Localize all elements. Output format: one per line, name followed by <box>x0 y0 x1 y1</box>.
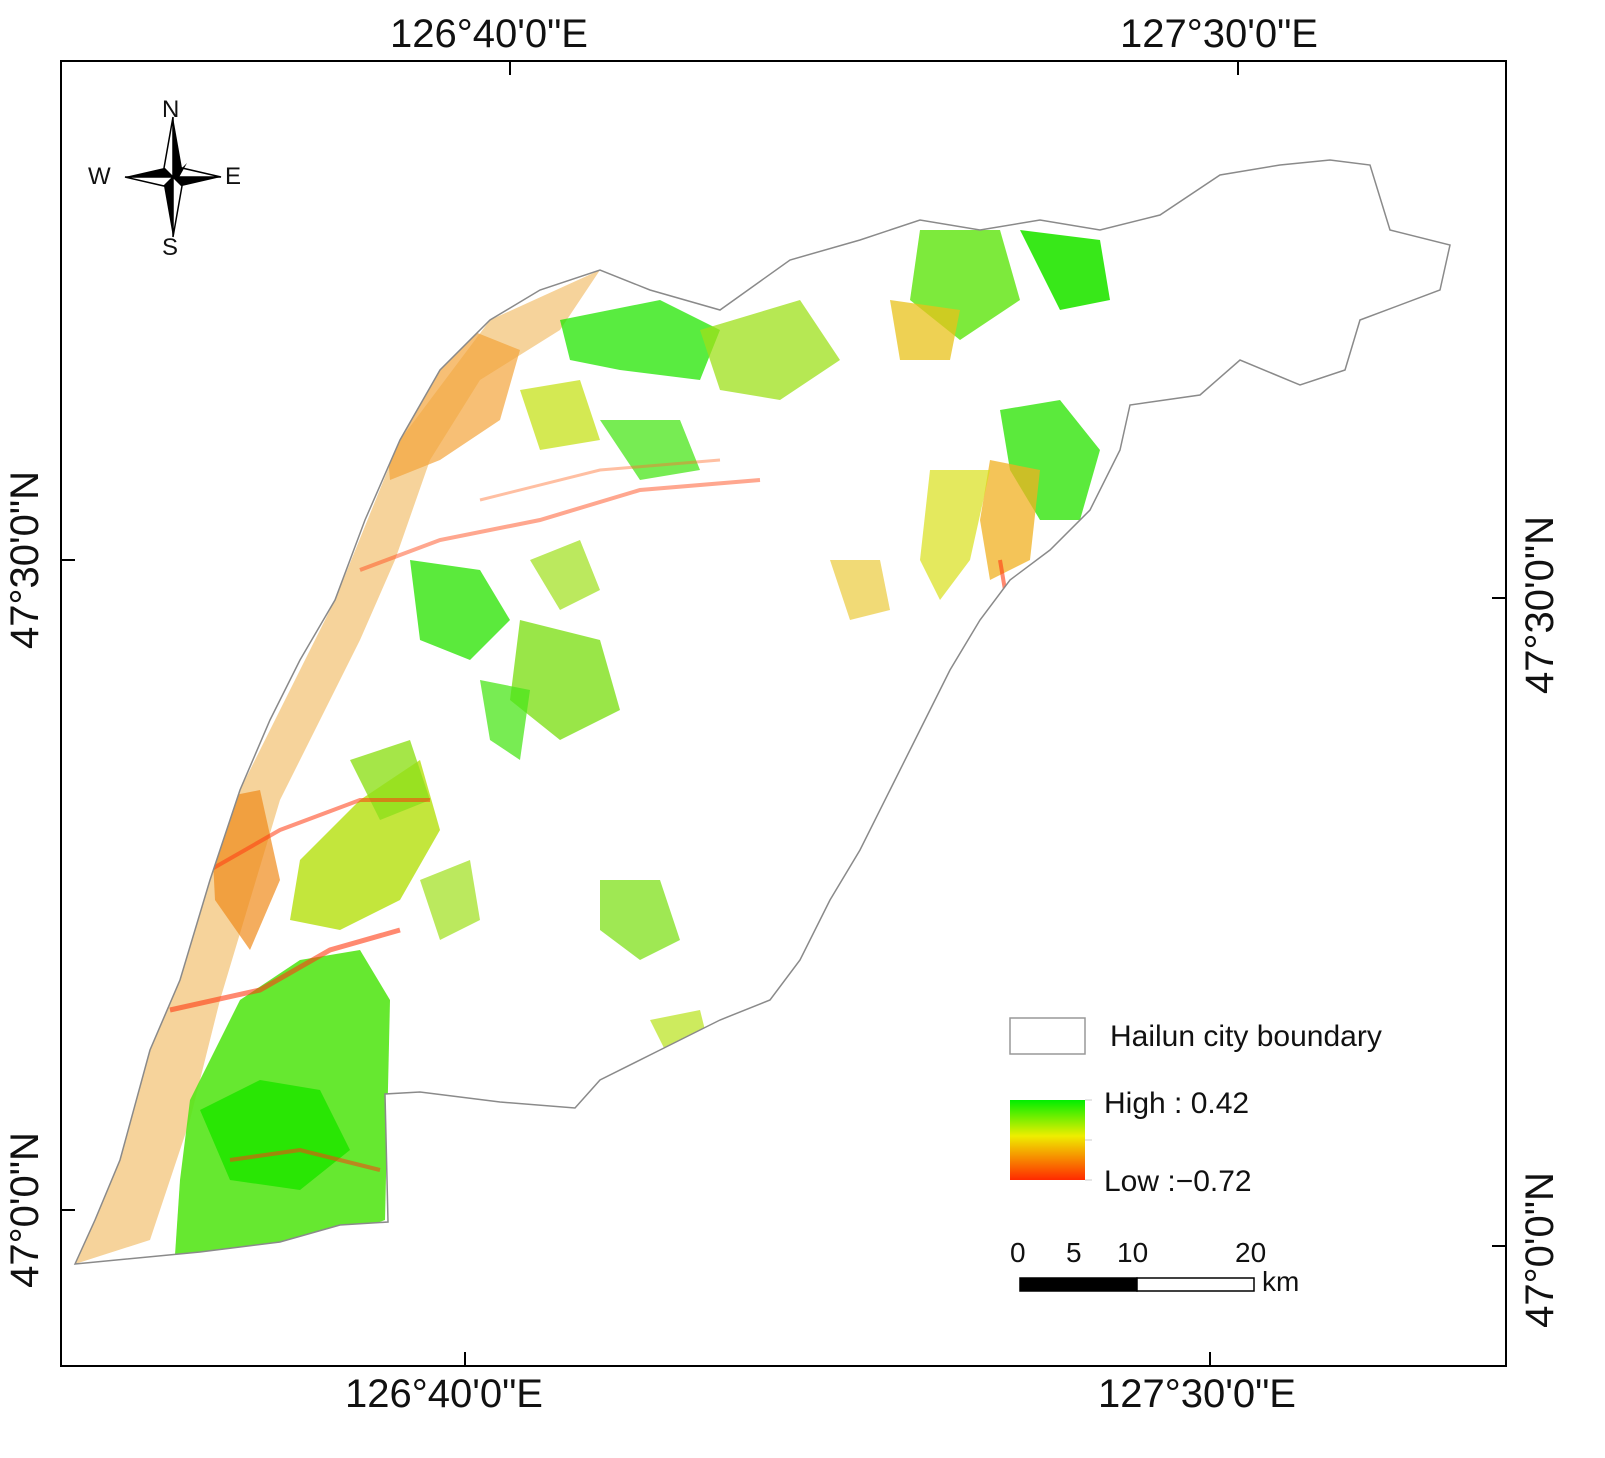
bottom-label-1: 126°40'0"E <box>345 1372 543 1416</box>
right-label-2: 47°0'0"N <box>1518 1172 1562 1328</box>
compass-rose <box>124 116 222 238</box>
right-label-1: 47°30'0"N <box>1518 516 1562 694</box>
top-label-1: 126°40'0"E <box>390 12 588 56</box>
scale-unit-label: km <box>1262 1266 1300 1297</box>
hailun-boundary-line <box>73 159 1451 1265</box>
legend-high-label: High : 0.42 <box>1104 1087 1250 1120</box>
graticule-ticks <box>61 61 1506 1366</box>
top-label-2: 127°30'0"E <box>1120 12 1318 56</box>
scale-tick-5: 5 <box>1066 1237 1082 1268</box>
compass-w-label: W <box>88 163 111 190</box>
left-label-1: 47°30'0"N <box>3 471 47 649</box>
scale-tick-10: 10 <box>1117 1237 1149 1268</box>
legend-boundary-swatch <box>1009 1017 1086 1055</box>
scale-tick-0: 0 <box>1010 1237 1026 1268</box>
left-label-2: 47°0'0"N <box>3 1132 47 1288</box>
legend-low-label: Low :−0.72 <box>1104 1165 1252 1198</box>
legend-color-ramp <box>1010 1100 1085 1180</box>
compass-n-label: N <box>162 96 180 123</box>
compass-e-label: E <box>225 163 242 190</box>
compass-s-label: S <box>162 234 179 261</box>
scale-bar <box>1019 1277 1255 1292</box>
bottom-label-2: 127°30'0"E <box>1098 1372 1296 1416</box>
scale-tick-20: 20 <box>1235 1237 1267 1268</box>
legend-boundary-label: Hailun city boundary <box>1110 1020 1382 1053</box>
